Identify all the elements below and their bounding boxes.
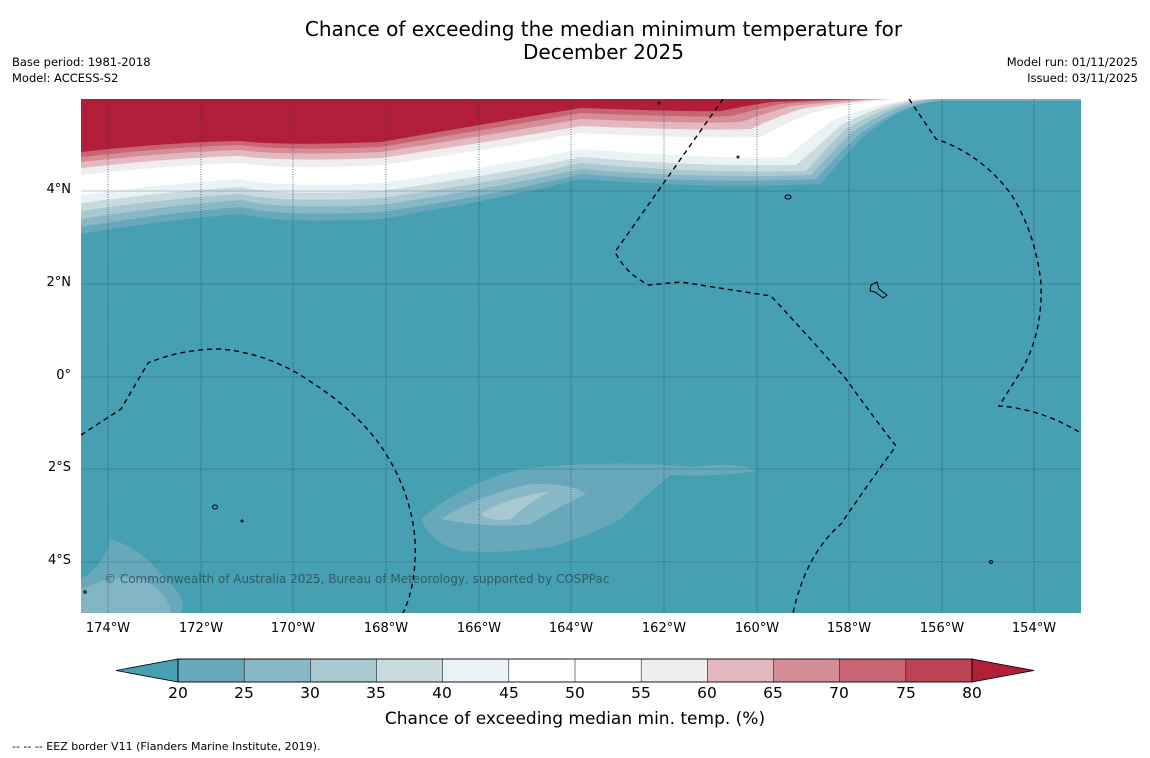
eez-border-central [614,99,897,613]
colorbar-tick-65: 65 [763,684,783,702]
colorbar-segment [773,658,841,683]
eez-borders [81,99,1080,613]
lon-label-162w: 162°W [641,621,687,636]
colorbar-tick-20: 20 [168,684,188,702]
colorbar-segment [839,658,907,683]
colorbar-label: Chance of exceeding median min. temp. (%… [384,709,766,729]
issued-date: Issued: 03/11/2025 [1027,71,1138,85]
meta-right: Model run: 01/11/2025 Issued: 03/11/2025 [1007,54,1138,86]
colorbar-segment [640,658,708,683]
colorbar-segment [574,658,642,683]
colorbar-tick-50: 50 [565,684,585,702]
colorbar-segment [243,658,311,683]
meridian-lines [107,99,1035,613]
islands [83,101,993,594]
colorbar-segment [310,658,378,683]
colorbar [115,658,1035,683]
lon-label-154w: 154°W [1011,621,1057,636]
map-title: Chance of exceeding the median minimum t… [304,17,903,64]
colorbar-tick-25: 25 [234,684,254,702]
copyright-notice: © Commonwealth of Australia 2025, Bureau… [104,572,610,586]
model-run: Model run: 01/11/2025 [1006,55,1138,69]
eez-border-east [908,99,1080,433]
colorbar-segments [177,658,973,683]
lat-label-4n: 4°N [46,182,72,197]
lon-label-172w: 172°W [178,621,224,636]
island-c [240,519,244,523]
island-f [736,155,740,159]
lon-label-164w: 164°W [548,621,594,636]
colorbar-segment [177,658,245,683]
colorbar-segment [508,658,576,683]
contour-south-central-35 [481,491,551,520]
lon-label-160w: 160°W [734,621,780,636]
colorbar-segment [905,658,973,683]
parallel-lines [81,190,1081,563]
island-a [784,194,792,200]
lon-label-156w: 156°W [919,621,965,636]
eez-border-south-west [81,348,416,613]
colorbar-segment [442,658,510,683]
island-g [83,590,87,594]
colorbar-over-arrow [971,658,1035,683]
lon-label-174w: 174°W [85,621,131,636]
base-period: Base period: 1981-2018 [12,55,151,69]
colorbar-segment [376,658,444,683]
forecast-map [81,99,1081,613]
lat-label-2n: 2°N [46,275,72,290]
contour-south-central-25 [421,463,756,552]
colorbar-tick-60: 60 [697,684,717,702]
colorbar-tick-45: 45 [499,684,519,702]
colorbar-tick-80: 80 [962,684,982,702]
colorbar-tick-55: 55 [631,684,651,702]
island-b [212,504,218,510]
lat-label-0: 0° [56,368,71,383]
lat-label-4s: 4°S [47,553,71,568]
contour-south-west-30 [81,577,171,613]
island-kiritimati [869,281,888,299]
lat-label-2s: 2°S [47,460,71,475]
lon-label-166w: 166°W [456,621,502,636]
meta-left: Base period: 1981-2018 Model: ACCESS-S2 [12,54,151,86]
colorbar-tick-75: 75 [896,684,916,702]
colorbar-tick-35: 35 [366,684,386,702]
island-e [657,101,661,105]
lon-label-158w: 158°W [826,621,872,636]
lon-label-168w: 168°W [363,621,409,636]
eez-footnote: -- -- -- EEZ border V11 (Flanders Marine… [12,740,321,753]
colorbar-frame [177,658,973,683]
forecast-map-graphic [81,99,1081,613]
colorbar-tick-70: 70 [829,684,849,702]
contour-north-80 [81,99,861,152]
colorbar-under-arrow [115,658,179,683]
colorbar-tick-40: 40 [432,684,452,702]
colorbar-tick-30: 30 [300,684,320,702]
colorbar-segment [707,658,775,683]
model-name: Model: ACCESS-S2 [12,71,119,85]
island-d [989,560,993,564]
lon-label-170w: 170°W [270,621,316,636]
